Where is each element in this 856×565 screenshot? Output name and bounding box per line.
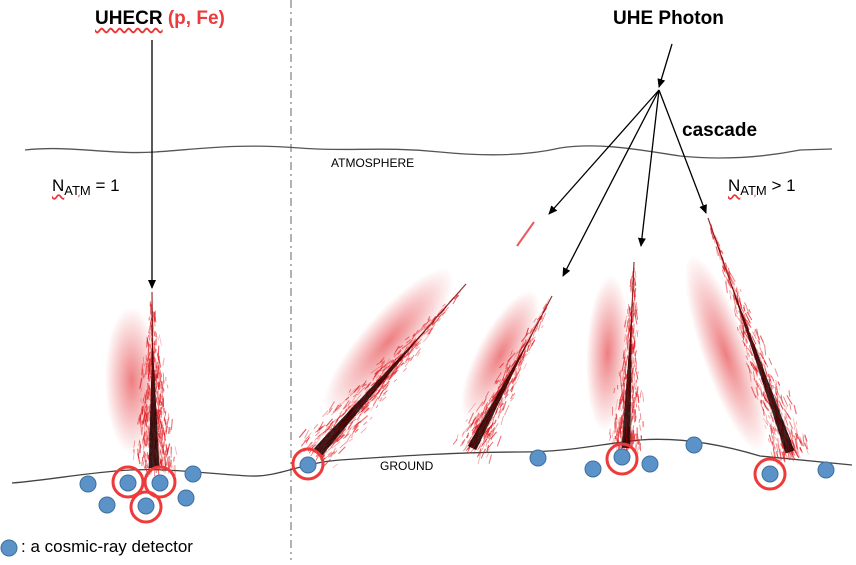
detector-icon-4 [185,466,201,482]
cascade-arrows [549,90,706,276]
detector-icon-13 [686,437,702,453]
photon-title: UHE Photon [613,8,724,30]
cascade-arrow-4 [659,90,706,213]
detector-icon-11 [614,449,630,465]
shower-photon-4 [669,218,808,465]
shower-photon-2 [446,280,555,464]
detector-icon-9 [530,450,546,466]
detector-array [80,437,834,514]
shower-photon-1 [299,253,471,468]
triggered-detectors [113,444,785,522]
detector-icon-3 [152,475,168,491]
detector-icon-15 [818,462,834,478]
uhecr-title: UHECR (p, Fe) [95,8,225,30]
ground-label: GROUND [380,459,433,473]
natm-left: NATM = 1 [52,176,120,196]
shower-fragment [517,222,534,246]
uhecr-particles: (p, Fe) [168,8,225,29]
shower-uhecr [104,292,177,477]
cascade-arrow-2 [563,90,659,276]
cascade-arrow-3 [641,90,659,246]
detector-icon-7 [178,490,194,506]
photon-arrow [659,44,672,87]
uhecr-label: UHECR [95,8,163,29]
natm-right: NATM > 1 [728,176,796,196]
atmosphere-label: ATMOSPHERE [331,156,414,170]
legend-text: : a cosmic-ray detector [21,537,193,557]
air-showers [104,218,808,477]
atmosphere-boundary [25,146,832,158]
shower-photon-3 [583,262,644,455]
detector-icon-5 [99,497,115,513]
cascade-label: cascade [682,120,757,142]
detector-icon-6 [138,498,154,514]
detector-icon-1 [80,476,96,492]
detector-icon-12 [642,456,658,472]
detector-icon-14 [762,466,778,482]
detector-icon-2 [120,475,136,491]
detector-icon-8 [300,457,316,473]
detector-icon-10 [585,461,601,477]
legend-detector-icon [1,540,17,556]
